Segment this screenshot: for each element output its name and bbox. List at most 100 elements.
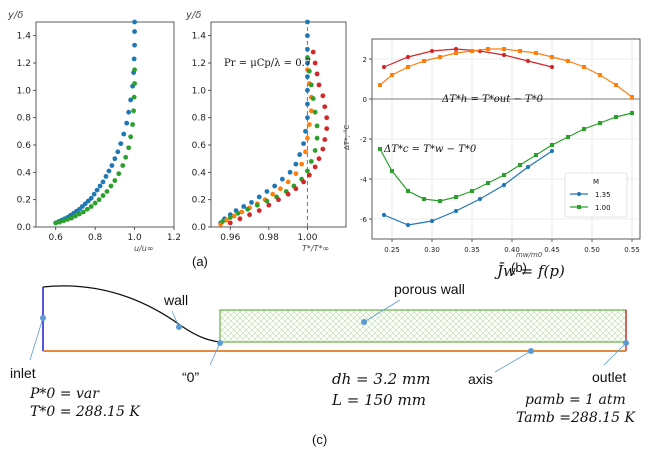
series-line xyxy=(383,48,553,68)
data-point xyxy=(305,33,310,39)
data-point xyxy=(314,71,320,77)
pamb-formula: pamb = 1 atm xyxy=(525,392,626,408)
data-point xyxy=(88,195,94,201)
data-point xyxy=(239,209,245,215)
data-point xyxy=(381,212,387,218)
y-tick-label: 1.0 xyxy=(192,86,207,96)
data-point xyxy=(308,108,314,114)
series-line xyxy=(383,150,553,226)
nozzle-diagram: inlet wall porous wall “0” axis outlet J… xyxy=(10,262,636,426)
data-point xyxy=(303,149,308,155)
wall-curve xyxy=(42,285,221,343)
data-point xyxy=(305,87,310,93)
data-point xyxy=(100,179,106,185)
data-point xyxy=(57,219,63,225)
data-point xyxy=(69,215,74,221)
data-point xyxy=(299,161,305,167)
data-point xyxy=(279,176,285,182)
data-point xyxy=(131,94,137,100)
data-point xyxy=(582,127,586,131)
data-point xyxy=(598,73,602,77)
data-point xyxy=(227,220,233,226)
data-point xyxy=(247,212,252,218)
y-tick-label: 1.4 xyxy=(17,32,32,42)
wall-label: wall xyxy=(163,292,188,308)
axis-label: axis xyxy=(468,371,493,387)
legend-entry-2: 1.00 xyxy=(595,204,611,212)
data-point xyxy=(550,55,554,59)
data-point xyxy=(501,182,507,188)
x-tick-label: 0.30 xyxy=(424,246,440,254)
x-tick-label: 0.6 xyxy=(49,233,64,243)
data-point xyxy=(293,186,299,192)
data-point xyxy=(297,152,303,157)
data-point xyxy=(305,115,310,121)
legend-title: M xyxy=(593,178,599,186)
data-point xyxy=(91,191,97,197)
data-point xyxy=(308,82,314,88)
data-point xyxy=(550,143,554,147)
dh-formula: dh = 3.2 mm xyxy=(332,370,430,388)
x-tick-label: 0.40 xyxy=(504,246,520,254)
data-point xyxy=(324,126,330,131)
y-tick-label: -2 xyxy=(360,136,367,144)
data-point xyxy=(53,220,59,226)
x-tick-label: 0.55 xyxy=(624,246,640,254)
y-tick-label: 0.2 xyxy=(17,196,31,206)
outlet-leader xyxy=(603,342,627,366)
data-point xyxy=(566,59,570,63)
data-point xyxy=(390,169,394,173)
data-point xyxy=(582,65,586,69)
data-point xyxy=(305,60,310,66)
data-point xyxy=(293,171,299,177)
data-point xyxy=(224,217,229,223)
data-point xyxy=(126,145,132,151)
data-point xyxy=(405,222,411,228)
data-point xyxy=(231,213,237,219)
data-point xyxy=(312,109,318,115)
data-point xyxy=(312,148,318,153)
data-point xyxy=(301,179,306,185)
porous-wall-leader xyxy=(363,299,401,323)
series-group xyxy=(378,46,634,228)
x-ticks: 0.6 0.8 1.0 1.2 xyxy=(49,227,181,243)
data-point xyxy=(108,183,114,189)
data-point xyxy=(305,101,310,107)
data-point xyxy=(406,189,410,193)
y-tick-label: 0.6 xyxy=(192,141,207,151)
legend: M 1.35 1.00 xyxy=(564,172,628,218)
data-point xyxy=(131,108,136,114)
y-axis-label: y/δ xyxy=(7,10,23,21)
data-point xyxy=(132,29,137,34)
x-tick-label: 0.96 xyxy=(220,233,240,243)
data-point xyxy=(73,213,78,219)
data-point xyxy=(264,198,270,204)
y-tick-label: -6 xyxy=(360,216,368,224)
data-point xyxy=(549,148,555,154)
data-point xyxy=(429,48,435,54)
data-point xyxy=(390,73,394,77)
data-point xyxy=(306,172,312,178)
series-line xyxy=(379,48,633,98)
x-tick-label: 0.25 xyxy=(384,246,400,254)
data-point xyxy=(96,197,102,203)
data-point xyxy=(453,208,459,214)
data-point xyxy=(630,95,634,99)
t0-formula: T*0 = 288.15 K xyxy=(30,404,141,420)
data-point xyxy=(104,189,110,194)
data-point xyxy=(128,134,134,140)
x-axis-label: mw/m0 xyxy=(516,251,543,259)
y-tick-label: -4 xyxy=(360,176,368,184)
data-point xyxy=(132,81,137,86)
data-point xyxy=(422,59,426,63)
data-point xyxy=(438,55,442,59)
data-point xyxy=(324,115,330,121)
data-point xyxy=(378,83,382,87)
data-point xyxy=(112,156,118,162)
x-tick-label: 0.50 xyxy=(584,246,600,254)
prandtl-annotation: Pr = μCp/λ = 0.7 xyxy=(224,58,311,69)
y-tick-label: 0.0 xyxy=(192,223,207,233)
y-tick-label: 0.8 xyxy=(17,114,32,124)
data-point xyxy=(249,200,254,205)
data-point xyxy=(477,196,483,202)
